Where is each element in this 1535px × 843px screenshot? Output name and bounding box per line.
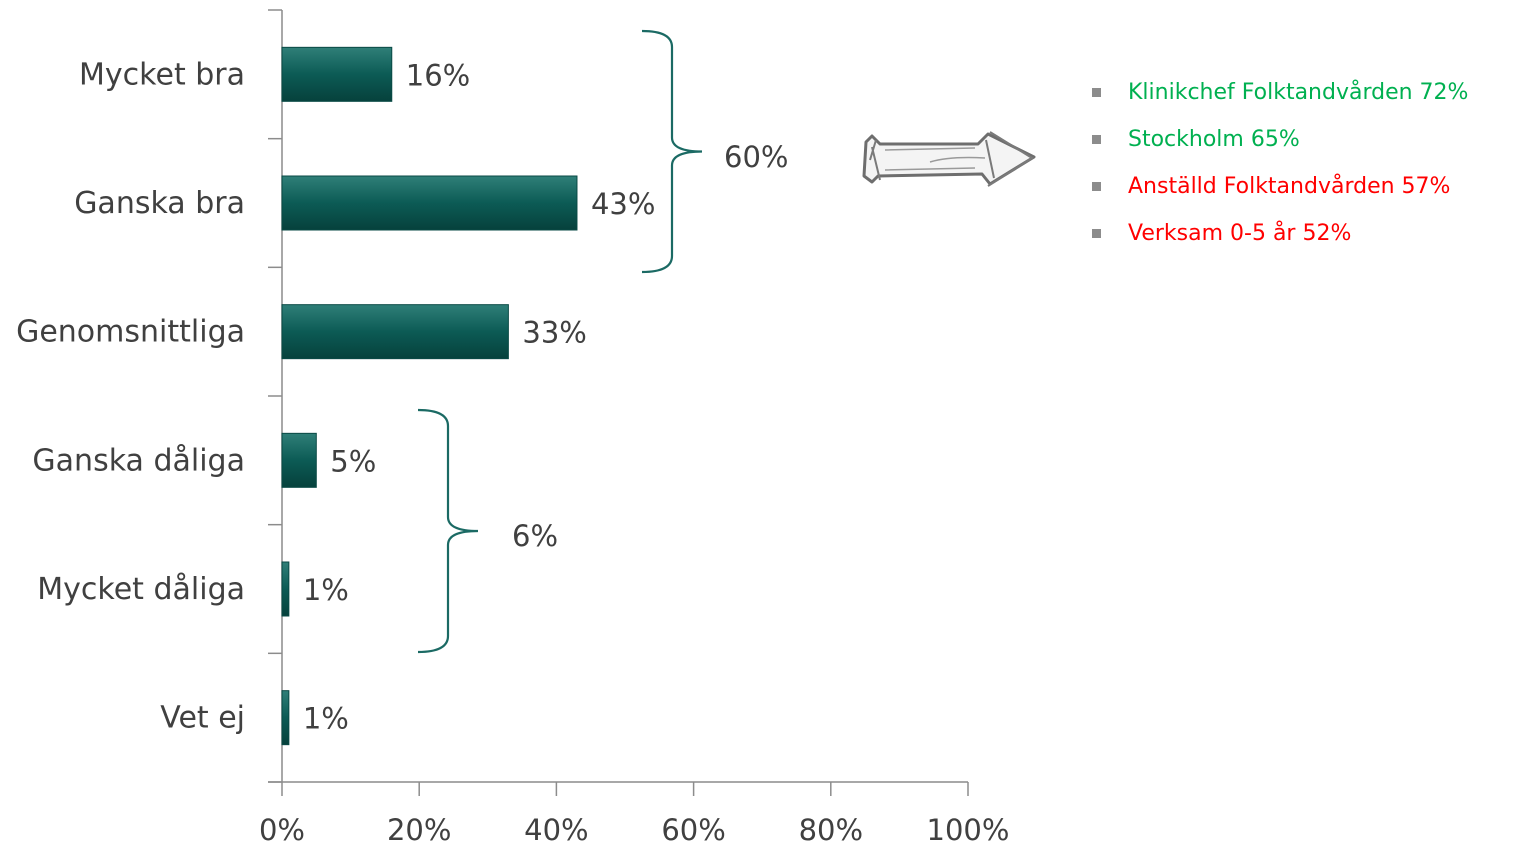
bar-6 <box>282 691 289 745</box>
bar-3 <box>282 305 508 359</box>
subgroup-list-item: Stockholm 65% <box>1092 123 1468 170</box>
x-tick-label: 40% <box>524 813 588 843</box>
category-label: Mycket dåliga <box>37 572 245 607</box>
square-bullet-icon <box>1092 88 1101 97</box>
x-tick-label: 60% <box>661 813 725 843</box>
brace-top <box>642 31 702 272</box>
category-label: Ganska dåliga <box>32 443 245 478</box>
brace-bottom <box>418 410 478 652</box>
bar-4 <box>282 433 316 487</box>
subgroup-text: Verksam 0-5 år 52% <box>1128 221 1351 246</box>
subgroup-text: Anställd Folktandvården 57% <box>1128 174 1450 199</box>
x-tick-label: 80% <box>799 813 863 843</box>
category-label: Mycket bra <box>79 57 245 92</box>
arrow-icon <box>864 132 1034 186</box>
axes: 0% 20% 40% 60% 80% 100% <box>259 10 1009 843</box>
square-bullet-icon <box>1092 135 1101 144</box>
data-label: 1% <box>303 702 349 736</box>
subgroup-list-item: Klinikchef Folktandvården 72% <box>1092 76 1468 123</box>
data-label: 33% <box>522 316 586 350</box>
data-label: 43% <box>591 187 655 221</box>
brace-label-top: 60% <box>724 140 788 174</box>
data-label: 1% <box>303 573 349 607</box>
subgroup-list-item: Verksam 0-5 år 52% <box>1092 217 1468 264</box>
data-label: 5% <box>330 444 376 478</box>
bar-2 <box>282 176 577 230</box>
data-label: 16% <box>406 58 470 92</box>
brace-label-bottom: 6% <box>512 519 558 553</box>
x-tick-label: 20% <box>387 813 451 843</box>
category-label: Vet ej <box>160 701 245 736</box>
labels: Mycket bra 16% Ganska bra 43% Genomsnittliga… <box>16 57 655 735</box>
x-tick-label: 0% <box>259 813 305 843</box>
subgroup-text: Klinikchef Folktandvården 72% <box>1128 80 1468 105</box>
subgroup-text: Stockholm 65% <box>1128 127 1300 152</box>
bars <box>282 47 577 744</box>
subgroup-list: Klinikchef Folktandvården 72% Stockholm 6… <box>1092 76 1468 264</box>
category-label: Ganska bra <box>74 186 245 221</box>
x-tick-label: 100% <box>927 813 1010 843</box>
square-bullet-icon <box>1092 229 1101 238</box>
square-bullet-icon <box>1092 182 1101 191</box>
subgroup-list-item: Anställd Folktandvården 57% <box>1092 170 1468 217</box>
bar-1 <box>282 47 392 101</box>
bar-5 <box>282 562 289 616</box>
category-label: Genomsnittliga <box>16 315 245 350</box>
